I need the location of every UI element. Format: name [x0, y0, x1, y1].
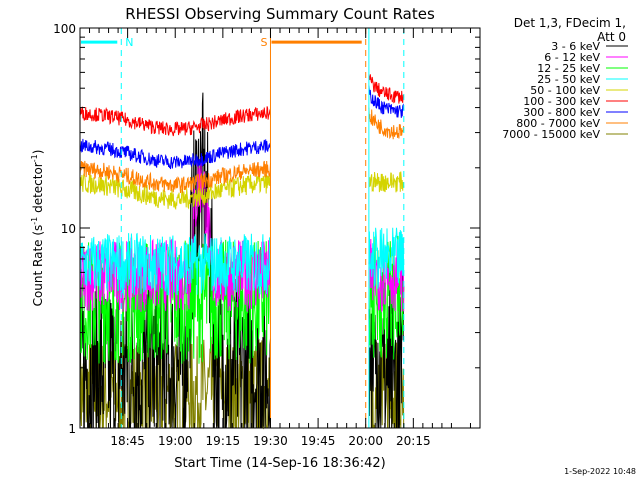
series-line — [79, 138, 271, 170]
legend-label: 100 - 300 keV — [523, 95, 600, 108]
annotation-label: N — [125, 36, 133, 49]
y-axis-label: Count Rate (s-1 detector-1) — [30, 150, 45, 307]
series-line — [368, 74, 405, 104]
legend-label: 300 - 800 keV — [523, 106, 600, 119]
x-tick-label: 19:00 — [158, 434, 193, 448]
series-line — [79, 172, 271, 211]
legend-header-line-2: Att 0 — [597, 30, 626, 44]
y-tick-label: 10 — [61, 222, 76, 236]
axis-layer: 1 10 100 18:45 19:00 19:15 19:30 19:45 20:00 20:1… — [53, 22, 481, 448]
legend-label: 25 - 50 keV — [537, 73, 600, 86]
series-line — [79, 160, 271, 194]
legend-label: 12 - 25 keV — [537, 62, 600, 75]
legend-label: 3 - 6 keV — [551, 40, 600, 53]
series-line — [79, 92, 271, 429]
series-line — [79, 106, 271, 137]
series-line — [79, 335, 271, 430]
series-line — [368, 171, 405, 193]
annotation-label: S — [260, 36, 267, 49]
chart-title: RHESSI Observing Summary Count Rates — [125, 5, 435, 23]
legend-label: 7000 - 15000 keV — [502, 128, 600, 141]
series-line — [368, 227, 405, 289]
x-tick-label: 19:15 — [206, 434, 241, 448]
series-line — [79, 232, 271, 296]
legend-label: 6 - 12 keV — [544, 51, 600, 64]
y-tick-label: 100 — [53, 22, 76, 36]
data-layer — [79, 74, 405, 430]
x-axis-label: Start Time (14-Sep-16 18:36:42) — [174, 456, 385, 471]
x-tick-label: 19:45 — [301, 434, 336, 448]
series-line — [368, 107, 405, 140]
x-tick-label: 19:30 — [253, 434, 288, 448]
legend-label: 50 - 100 keV — [530, 84, 600, 97]
legend-header-line-1: Det 1,3, FDecim 1, — [514, 16, 626, 30]
x-tick-label: 20:00 — [348, 434, 383, 448]
legend-label: 800 - 7000 keV — [516, 117, 600, 130]
x-tick-label: 20:15 — [396, 434, 431, 448]
print-timestamp: 1-Sep-2022 10:48 — [564, 467, 636, 476]
x-tick-label: 18:45 — [110, 434, 145, 448]
y-tick-label: 1 — [68, 422, 76, 436]
series-line — [368, 85, 405, 118]
